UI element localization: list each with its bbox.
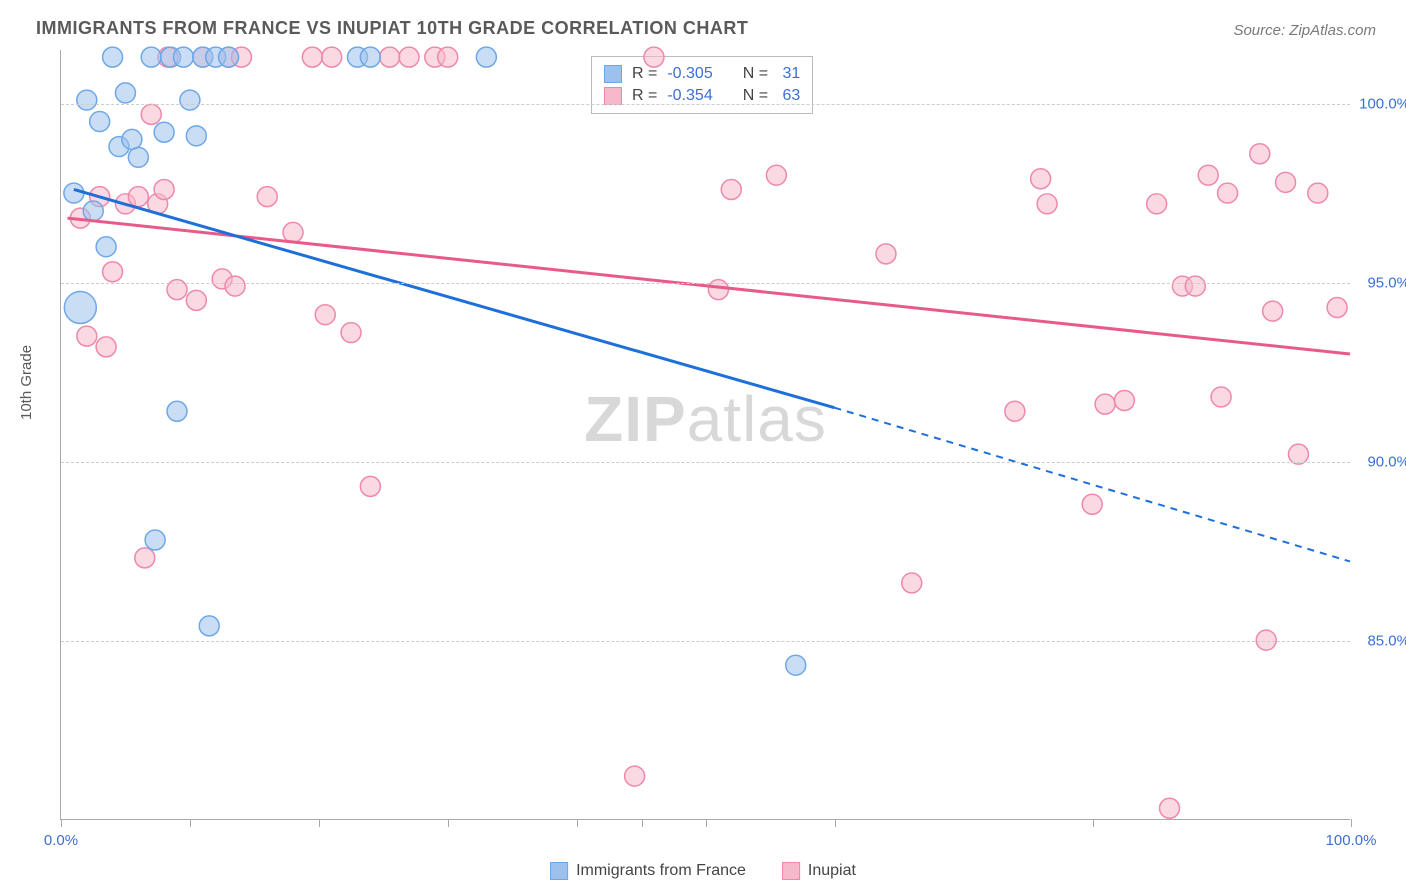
bottom-legend-label: Immigrants from France <box>576 862 746 880</box>
scatter-point <box>103 47 123 67</box>
scatter-point <box>128 147 148 167</box>
scatter-point <box>302 47 322 67</box>
chart-title: IMMIGRANTS FROM FRANCE VS INUPIAT 10TH G… <box>36 18 748 39</box>
scatter-point <box>644 47 664 67</box>
scatter-point <box>135 548 155 568</box>
plot-area: ZIPatlas R =-0.305N = 31R =-0.354N = 63 … <box>60 50 1350 820</box>
gridline <box>61 283 1350 284</box>
scatter-point <box>1147 194 1167 214</box>
scatter-point <box>1037 194 1057 214</box>
y-axis-label: 10th Grade <box>18 345 35 420</box>
scatter-point <box>360 47 380 67</box>
scatter-point <box>1095 394 1115 414</box>
scatter-point <box>103 262 123 282</box>
scatter-point <box>1276 172 1296 192</box>
scatter-point <box>399 47 419 67</box>
scatter-point <box>77 326 97 346</box>
scatter-point <box>141 104 161 124</box>
trend-line <box>67 218 1350 354</box>
x-tick <box>319 819 320 827</box>
scatter-point <box>902 573 922 593</box>
bottom-legend-label: Inupiat <box>808 862 856 880</box>
scatter-point <box>721 180 741 200</box>
scatter-point <box>315 305 335 325</box>
x-tick <box>1351 819 1352 827</box>
scatter-point <box>438 47 458 67</box>
scatter-point <box>341 323 361 343</box>
scatter-point <box>167 401 187 421</box>
legend-swatch <box>782 862 800 880</box>
scatter-point <box>219 47 239 67</box>
bottom-legend: Immigrants from France Inupiat <box>550 862 856 880</box>
scatter-point <box>360 476 380 496</box>
scatter-point <box>876 244 896 264</box>
scatter-point <box>154 122 174 142</box>
x-tick <box>642 819 643 827</box>
scatter-point <box>96 237 116 257</box>
scatter-point <box>90 112 110 132</box>
scatter-point <box>322 47 342 67</box>
scatter-point <box>122 129 142 149</box>
scatter-point <box>1082 494 1102 514</box>
y-tick-label: 90.0% <box>1354 453 1406 470</box>
y-tick-label: 100.0% <box>1354 95 1406 112</box>
scatter-point <box>1250 144 1270 164</box>
scatter-point <box>625 766 645 786</box>
chart-svg <box>61 50 1350 819</box>
scatter-point <box>115 83 135 103</box>
scatter-point <box>1218 183 1238 203</box>
scatter-point <box>283 222 303 242</box>
scatter-point <box>786 655 806 675</box>
scatter-point <box>1308 183 1328 203</box>
scatter-point <box>1031 169 1051 189</box>
scatter-point <box>180 90 200 110</box>
x-tick <box>706 819 707 827</box>
gridline <box>61 104 1350 105</box>
scatter-point <box>128 187 148 207</box>
scatter-point <box>1263 301 1283 321</box>
y-tick-label: 85.0% <box>1354 632 1406 649</box>
scatter-point <box>225 276 245 296</box>
scatter-point <box>1114 391 1134 411</box>
x-tick <box>448 819 449 827</box>
bottom-legend-item: Inupiat <box>782 862 856 880</box>
scatter-point <box>96 337 116 357</box>
scatter-point <box>186 290 206 310</box>
scatter-point <box>1005 401 1025 421</box>
scatter-point <box>83 201 103 221</box>
scatter-point <box>766 165 786 185</box>
x-tick <box>190 819 191 827</box>
x-tick <box>61 819 62 827</box>
scatter-point <box>173 47 193 67</box>
x-tick <box>577 819 578 827</box>
scatter-point <box>64 183 84 203</box>
legend-swatch <box>550 862 568 880</box>
x-tick <box>1093 819 1094 827</box>
scatter-point <box>257 187 277 207</box>
scatter-point <box>1211 387 1231 407</box>
bottom-legend-item: Immigrants from France <box>550 862 746 880</box>
scatter-point <box>141 47 161 67</box>
scatter-point <box>1160 798 1180 818</box>
scatter-point <box>64 292 96 324</box>
scatter-point <box>1185 276 1205 296</box>
trend-line-dashed <box>834 408 1350 562</box>
source-attribution: Source: ZipAtlas.com <box>1233 22 1376 39</box>
scatter-point <box>199 616 219 636</box>
gridline <box>61 641 1350 642</box>
scatter-point <box>1327 298 1347 318</box>
gridline <box>61 462 1350 463</box>
x-tick <box>835 819 836 827</box>
x-tick-label: 100.0% <box>1326 832 1377 849</box>
scatter-point <box>145 530 165 550</box>
y-tick-label: 95.0% <box>1354 274 1406 291</box>
scatter-point <box>77 90 97 110</box>
scatter-point <box>380 47 400 67</box>
scatter-point <box>186 126 206 146</box>
x-tick-label: 0.0% <box>44 832 78 849</box>
scatter-point <box>1198 165 1218 185</box>
scatter-point <box>476 47 496 67</box>
scatter-point <box>154 180 174 200</box>
